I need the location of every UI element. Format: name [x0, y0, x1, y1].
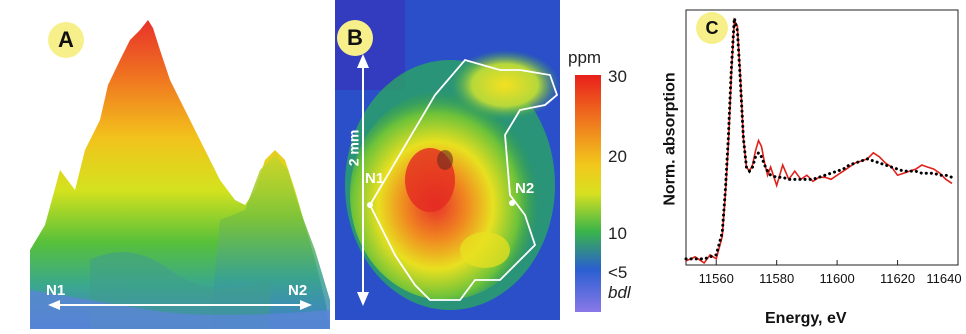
n1-label-a: N1	[46, 282, 66, 299]
n2-label-b: N2	[515, 180, 535, 197]
colorbar-tick-30: 30	[608, 67, 627, 86]
x-axis-label: Energy, eV	[765, 310, 847, 327]
colorbar-tick-10: 10	[608, 224, 627, 243]
colorbar-unit: ppm	[568, 48, 602, 67]
colorbar-bdl: bdl	[608, 283, 631, 302]
n2-label-a: N2	[288, 282, 308, 299]
surface-plot-3d	[30, 20, 330, 329]
x-tick-label: 11560	[699, 271, 734, 286]
n1-label-b: N1	[365, 170, 385, 187]
panel-b: B 2 mm N1 N2 ppm 30 20 10 <5 bdl	[335, 0, 665, 329]
plot-frame	[685, 9, 959, 266]
x-tick-label: 11620	[880, 271, 915, 286]
y-axis-label: Norm. absorption	[661, 72, 679, 206]
x-tick-label: 11580	[759, 271, 794, 286]
panel-c: 11560 11580 11600 11620 11640 C Norm. absorp…	[660, 0, 966, 329]
region-outline	[368, 58, 559, 301]
panel-b-badge: B	[337, 20, 373, 56]
x-tick-label: 11600	[820, 271, 855, 286]
concentration-map	[335, 0, 560, 320]
x-tick-label: 11640	[926, 271, 961, 286]
panel-c-badge: C	[696, 12, 728, 44]
colorbar-tick-20: 20	[608, 147, 627, 166]
colorbar	[575, 75, 601, 312]
xanes-chart: 11560 11580 11600 11620 11640	[684, 9, 962, 286]
series-dotted-line	[684, 17, 954, 261]
scale-label: 2 mm	[345, 129, 362, 167]
colorbar-tick-5: <5	[608, 263, 628, 282]
panel-a-badge: A	[48, 22, 84, 58]
panel-a: A N1 N2	[30, 0, 330, 329]
